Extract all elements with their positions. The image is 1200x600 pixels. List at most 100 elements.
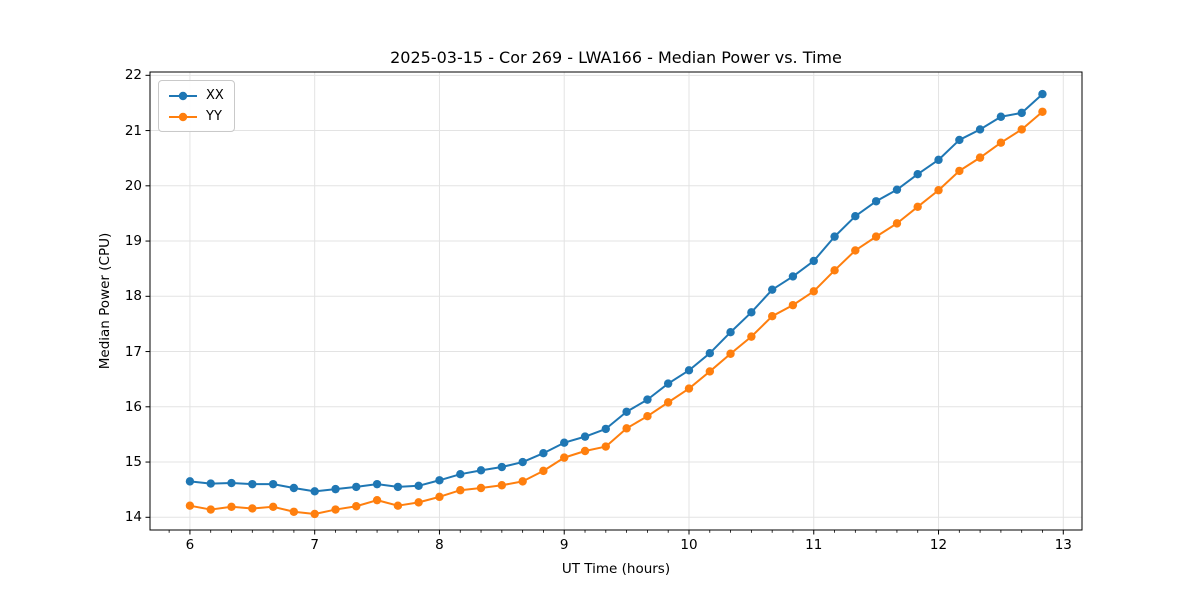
data-point [955, 166, 964, 176]
data-point [518, 457, 527, 467]
data-point [227, 502, 236, 511]
data-point [456, 486, 465, 495]
y-tick-label: 19 [124, 233, 142, 250]
data-point [497, 481, 507, 490]
data-point [310, 487, 319, 496]
data-point [663, 379, 673, 388]
data-point [601, 442, 610, 451]
y-tick-label: 14 [124, 509, 142, 526]
data-point [476, 466, 486, 475]
data-point [289, 507, 299, 516]
y-tick-label: 21 [124, 122, 142, 139]
data-point [435, 492, 444, 502]
data-point [975, 125, 985, 134]
data-point [580, 446, 590, 456]
data-point [913, 202, 922, 212]
data-point [248, 504, 257, 513]
data-point [393, 482, 403, 492]
data-point [830, 266, 839, 275]
legend-label-yy: YY [206, 109, 222, 124]
x-tick-label: 11 [805, 537, 823, 553]
y-tick-label: 18 [124, 288, 142, 305]
data-point [913, 170, 922, 179]
data-point [663, 398, 673, 407]
data-point [393, 501, 403, 510]
x-tick-label: 10 [680, 537, 698, 553]
data-point [331, 484, 340, 494]
data-point [476, 483, 486, 493]
data-point [560, 453, 569, 462]
data-point [518, 477, 527, 486]
data-point [622, 424, 631, 433]
data-point [331, 505, 340, 514]
data-point [809, 287, 818, 296]
data-point [580, 432, 590, 441]
data-point [892, 219, 902, 228]
data-point [830, 232, 839, 241]
data-point [726, 328, 735, 337]
data-point [456, 470, 465, 479]
data-point [684, 366, 694, 375]
data-point [1017, 125, 1026, 134]
data-point [622, 407, 631, 416]
y-tick-label: 16 [124, 398, 142, 415]
data-point [289, 483, 299, 493]
data-point [726, 349, 735, 358]
data-point [206, 479, 215, 488]
chart-title: 2025-03-15 - Cor 269 - LWA166 - Median P… [390, 48, 842, 67]
data-point [809, 256, 818, 266]
data-point [206, 505, 215, 514]
data-point [601, 424, 610, 434]
y-tick-label: 17 [124, 343, 142, 360]
x-axis-label: UT Time (hours) [561, 561, 671, 577]
data-point [788, 272, 798, 281]
data-point [996, 138, 1006, 147]
y-tick-label: 20 [124, 177, 142, 194]
data-point [560, 438, 569, 447]
legend-label-xx: XX [206, 88, 224, 103]
data-point [1017, 108, 1026, 118]
data-point [372, 495, 382, 505]
data-point [372, 479, 382, 489]
data-point [435, 476, 444, 485]
data-point [185, 501, 195, 510]
x-tick-label: 6 [185, 537, 195, 553]
x-tick-label: 9 [559, 537, 569, 553]
data-point [892, 185, 902, 194]
legend: XX YY [158, 80, 235, 132]
legend-entry-yy: YY [167, 107, 224, 126]
data-point [643, 395, 652, 404]
data-point [975, 153, 985, 162]
data-point [934, 186, 943, 195]
y-tick-label: 22 [124, 67, 142, 84]
data-point [414, 498, 423, 507]
data-point [643, 411, 652, 421]
legend-entry-xx: XX [167, 86, 224, 105]
data-point [414, 481, 423, 491]
y-tick-label: 15 [124, 454, 142, 471]
data-point [747, 308, 756, 317]
data-point [539, 449, 548, 458]
data-point [955, 135, 964, 145]
data-point [871, 197, 881, 206]
data-point [705, 367, 715, 376]
data-point [310, 509, 319, 519]
data-point [352, 482, 361, 492]
data-point [788, 300, 798, 310]
legend-line-xx-icon [169, 91, 197, 100]
x-tick-label: 12 [929, 537, 948, 553]
legend-line-yy-icon [169, 112, 197, 121]
data-point [934, 155, 943, 165]
data-point [768, 285, 777, 294]
data-point [747, 332, 756, 341]
x-tick-label: 7 [310, 537, 319, 553]
data-point [268, 479, 278, 489]
y-axis-label: Median Power (CPU) [97, 232, 113, 370]
series-line-xx [189, 93, 1044, 493]
data-point [768, 311, 777, 321]
x-tick-label: 8 [435, 537, 444, 553]
data-point [539, 466, 548, 476]
data-point [851, 211, 860, 221]
